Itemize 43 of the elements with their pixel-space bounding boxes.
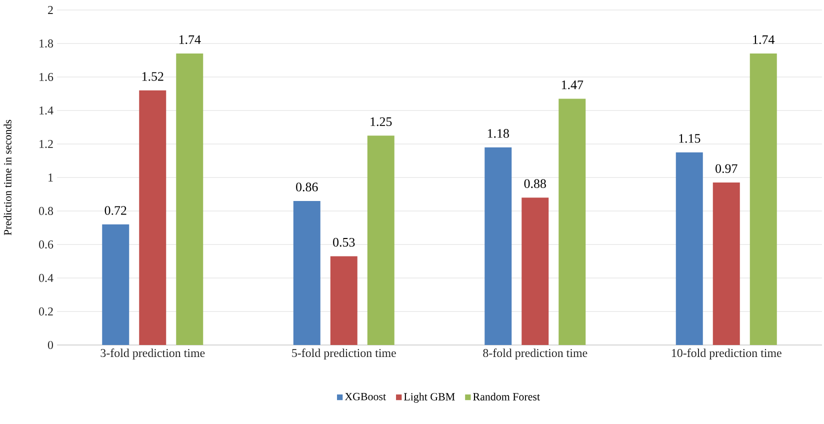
y-tick-label: 0.8 (38, 206, 54, 216)
y-tick-label: 0.6 (38, 240, 54, 249)
bar (367, 136, 394, 345)
legend-label: XGBoost (344, 392, 386, 400)
y-tick-label: 0 (48, 340, 54, 350)
data-label: 1.15 (679, 134, 700, 143)
bar (750, 54, 777, 345)
data-label: 1.18 (488, 129, 509, 138)
y-tick-label: 1 (48, 174, 53, 182)
bar (330, 256, 358, 345)
bar (558, 98, 586, 345)
y-tick-label: 0.4 (38, 274, 54, 282)
y-tick-label: 0.2 (38, 307, 53, 316)
y-tick-label: 1.6 (40, 72, 54, 82)
x-tick-label: 5-fold prediction time (292, 348, 396, 360)
y-tick-label: 1.4 (40, 106, 54, 115)
bar (522, 198, 549, 345)
data-label: 0.53 (333, 238, 355, 247)
data-label: 1.74 (179, 35, 201, 44)
data-label: 0.86 (296, 182, 318, 192)
data-label: 1.25 (370, 117, 392, 126)
y-tick-label: 1.8 (40, 39, 54, 48)
bar (712, 182, 740, 345)
x-tick-label: 8-fold prediction time (483, 348, 588, 360)
bar (176, 54, 204, 345)
y-tick-label: 2 (48, 6, 53, 14)
legend-label: Random Forest (473, 392, 540, 400)
bar (293, 200, 320, 345)
data-label: 1.52 (142, 72, 164, 81)
y-tick-label: 1.2 (40, 140, 53, 148)
x-tick-label: 3-fold prediction time (100, 348, 205, 360)
bar (139, 90, 166, 345)
data-label: 1.74 (753, 35, 775, 44)
legend-label: Light GBM (404, 392, 455, 403)
y-axis-title: Prediction time in seconds (4, 120, 12, 236)
data-label: 1.47 (562, 80, 584, 90)
bar (484, 147, 512, 345)
data-label: 0.72 (104, 206, 126, 215)
data-label: 0.88 (524, 179, 546, 188)
data-label: 0.97 (716, 164, 738, 174)
bar (102, 224, 130, 345)
bar (676, 152, 703, 345)
x-tick-label: 10-fold prediction time (672, 348, 782, 360)
